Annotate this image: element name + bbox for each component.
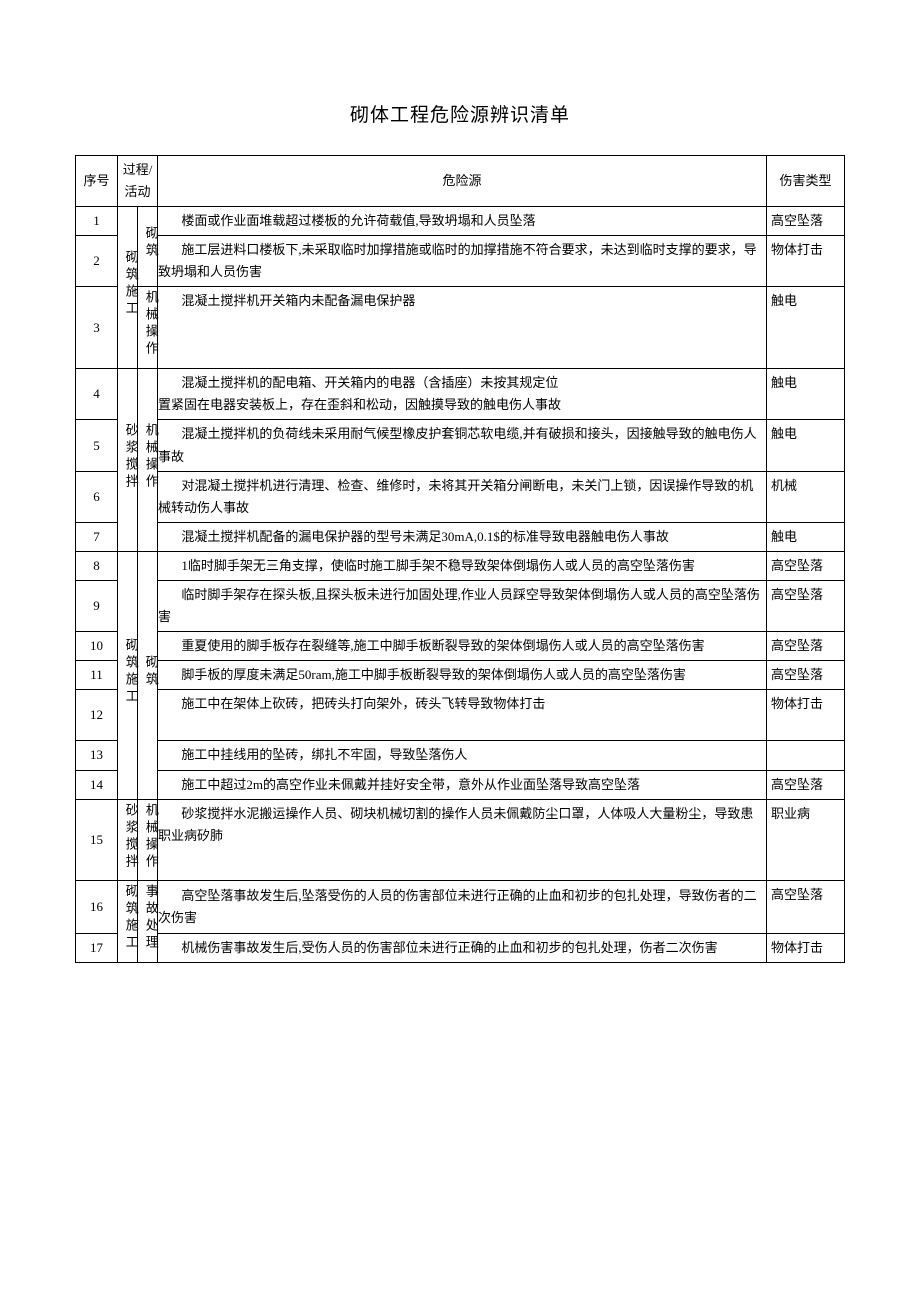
cell-process-sub: 机械操作 [138,287,158,369]
cell-harm: 触电 [767,369,845,420]
cell-seq: 5 [76,420,118,471]
cell-seq: 13 [76,741,118,770]
cell-hazard: 机械伤害事故发生后,受伤人员的伤害部位未进行正确的止血和初步的包扎处理，伤者二次… [158,933,767,963]
cell-harm: 高空坠落 [767,661,845,690]
table-row: 2 施工层进料口楼板下,未采取临时加撑措施或临时的加撑措施不符合要求，未达到临时… [76,236,845,287]
cell-seq: 1 [76,207,118,236]
table-row: 16 砌筑施工 事故处理 高空坠落事故发生后,坠落受伤的人员的伤害部位未进行正确… [76,881,845,933]
cell-process-main: 砌筑施工 [118,551,138,799]
cell-seq: 16 [76,881,118,933]
cell-hazard: 施工中超过2m的高空作业未佩戴并挂好安全带，意外从作业面坠落导致高空坠落 [158,770,767,799]
cell-seq: 3 [76,287,118,369]
cell-hazard: 重夏使用的脚手板存在裂缝等,施工中脚手板断裂导致的架体倒塌伤人或人员的高空坠落伤… [158,632,767,661]
hazard-table: 序号 过程/活动 危险源 伤害类型 1 砌筑施工 砌筑 楼面或作业面堆载超过楼板… [75,155,845,963]
cell-seq: 9 [76,581,118,632]
cell-process-main: 砌筑施工 [118,207,138,369]
cell-seq: 2 [76,236,118,287]
header-harm: 伤害类型 [767,156,845,207]
table-row: 1 砌筑施工 砌筑 楼面或作业面堆载超过楼板的允许荷载值,导致坍塌和人员坠落 高… [76,207,845,236]
table-row: 4 砂浆搅拌 机械操作 混凝土搅拌机的配电箱、开关箱内的电器（含插座）未按其规定… [76,369,845,420]
table-row: 9 临时脚手架存在探头板,且探头板未进行加固处理,作业人员踩空导致架体倒塌伤人或… [76,581,845,632]
cell-hazard: 楼面或作业面堆载超过楼板的允许荷载值,导致坍塌和人员坠落 [158,207,767,236]
header-seq: 序号 [76,156,118,207]
table-row: 11 脚手板的厚度未满足50ram,施工中脚手板断裂导致的架体倒塌伤人或人员的高… [76,661,845,690]
cell-harm: 高空坠落 [767,207,845,236]
cell-harm: 触电 [767,420,845,471]
header-process: 过程/活动 [118,156,158,207]
cell-seq: 12 [76,690,118,741]
table-header-row: 序号 过程/活动 危险源 伤害类型 [76,156,845,207]
cell-hazard: 施工中挂线用的坠砖，绑扎不牢固，导致坠落伤人 [158,741,767,770]
page-title: 砌体工程危险源辨识清单 [75,100,845,127]
cell-hazard: 混凝土搅拌机配备的漏电保护器的型号未满足30mA,0.1$的标准导致电器触电伤人… [158,522,767,551]
cell-harm: 高空坠落 [767,770,845,799]
table-row: 15 砂浆搅拌 机械操作 砂浆搅拌水泥搬运操作人员、砌块机械切割的操作人员未佩戴… [76,799,845,881]
cell-seq: 14 [76,770,118,799]
cell-process-sub: 机械操作 [138,369,158,552]
cell-seq: 10 [76,632,118,661]
cell-hazard: 施工中在架体上砍砖，把砖头打向架外，砖头飞转导致物体打击 [158,690,767,741]
cell-seq: 6 [76,471,118,522]
cell-harm [767,741,845,770]
table-row: 12 施工中在架体上砍砖，把砖头打向架外，砖头飞转导致物体打击 物体打击 [76,690,845,741]
table-row: 7 混凝土搅拌机配备的漏电保护器的型号未满足30mA,0.1$的标准导致电器触电… [76,522,845,551]
document-page: 砌体工程危险源辨识清单 序号 过程/活动 危险源 伤害类型 1 砌筑施工 砌筑 … [0,0,920,1023]
table-row: 6 对混凝土搅拌机进行清理、检查、维修时，未将其开关箱分闸断电，未关门上锁，因误… [76,471,845,522]
cell-process-main: 砂浆搅拌 [118,799,138,881]
cell-process-sub: 机械操作 [138,799,158,881]
cell-seq: 15 [76,799,118,881]
table-row: 14 施工中超过2m的高空作业未佩戴并挂好安全带，意外从作业面坠落导致高空坠落 … [76,770,845,799]
cell-hazard: 高空坠落事故发生后,坠落受伤的人员的伤害部位未进行正确的止血和初步的包扎处理，导… [158,881,767,933]
cell-seq: 4 [76,369,118,420]
cell-harm: 触电 [767,287,845,369]
cell-process-sub: 事故处理 [138,881,158,963]
table-row: 5 混凝土搅拌机的负荷线未采用耐气候型橡皮护套铜芯软电缆,并有破损和接头，因接触… [76,420,845,471]
cell-seq: 7 [76,522,118,551]
cell-hazard: 1临时脚手架无三角支撑，使临时施工脚手架不稳导致架体倒塌伤人或人员的高空坠落伤害 [158,551,767,580]
table-row: 17 机械伤害事故发生后,受伤人员的伤害部位未进行正确的止血和初步的包扎处理，伤… [76,933,845,963]
cell-hazard: 对混凝土搅拌机进行清理、检查、维修时，未将其开关箱分闸断电，未关门上锁，因误操作… [158,471,767,522]
cell-harm: 职业病 [767,799,845,881]
cell-harm: 高空坠落 [767,581,845,632]
cell-harm: 机械 [767,471,845,522]
cell-harm: 物体打击 [767,933,845,963]
cell-harm: 物体打击 [767,690,845,741]
table-row: 10 重夏使用的脚手板存在裂缝等,施工中脚手板断裂导致的架体倒塌伤人或人员的高空… [76,632,845,661]
cell-seq: 8 [76,551,118,580]
cell-process-main: 砂浆搅拌 [118,369,138,552]
cell-process-main: 砌筑施工 [118,881,138,963]
cell-process-sub: 砌筑 [138,551,158,799]
cell-hazard: 砂浆搅拌水泥搬运操作人员、砌块机械切割的操作人员未佩戴防尘口罩，人体吸人大量粉尘… [158,799,767,881]
cell-harm: 高空坠落 [767,551,845,580]
header-hazard: 危险源 [158,156,767,207]
cell-hazard: 混凝土搅拌机的配电箱、开关箱内的电器（含插座）未按其规定位 置紧固在电器安装板上… [158,369,767,420]
table-row: 8 砌筑施工 砌筑 1临时脚手架无三角支撑，使临时施工脚手架不稳导致架体倒塌伤人… [76,551,845,580]
cell-seq: 11 [76,661,118,690]
cell-harm: 物体打击 [767,236,845,287]
cell-harm: 触电 [767,522,845,551]
cell-hazard: 混凝土搅拌机开关箱内未配备漏电保护器 [158,287,767,369]
cell-seq: 17 [76,933,118,963]
cell-hazard: 临时脚手架存在探头板,且探头板未进行加固处理,作业人员踩空导致架体倒塌伤人或人员… [158,581,767,632]
cell-hazard: 施工层进料口楼板下,未采取临时加撑措施或临时的加撑措施不符合要求，未达到临时支撑… [158,236,767,287]
cell-harm: 高空坠落 [767,881,845,933]
cell-harm: 高空坠落 [767,632,845,661]
cell-hazard: 脚手板的厚度未满足50ram,施工中脚手板断裂导致的架体倒塌伤人或人员的高空坠落… [158,661,767,690]
cell-hazard: 混凝土搅拌机的负荷线未采用耐气候型橡皮护套铜芯软电缆,并有破损和接头，因接触导致… [158,420,767,471]
table-row: 13 施工中挂线用的坠砖，绑扎不牢固，导致坠落伤人 [76,741,845,770]
table-row: 3 机械操作 混凝土搅拌机开关箱内未配备漏电保护器 触电 [76,287,845,369]
